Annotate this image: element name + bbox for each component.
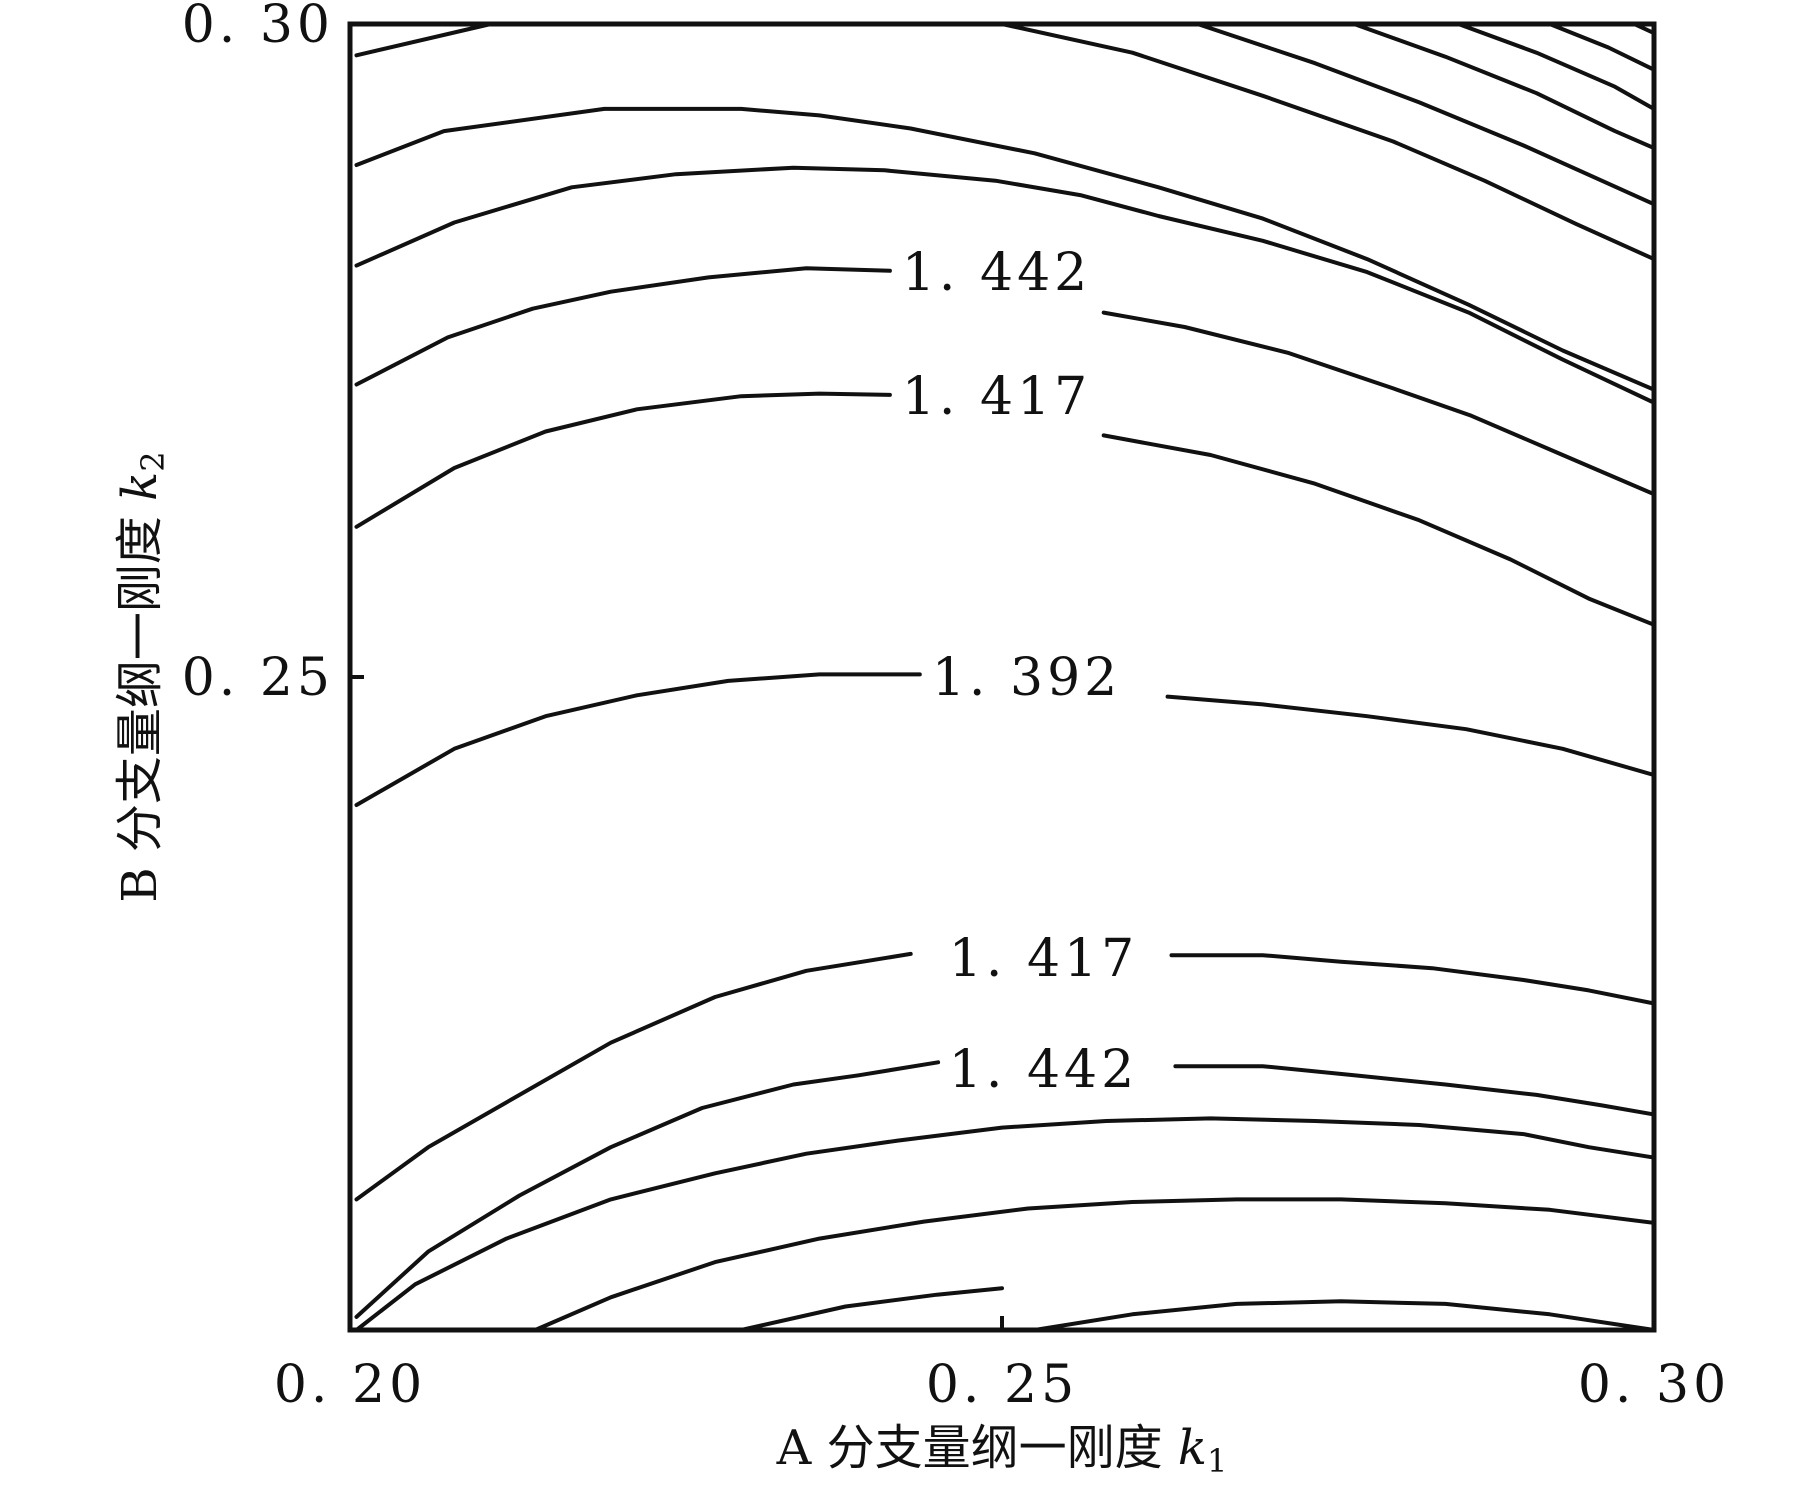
contour-line — [1195, 22, 1656, 207]
x-axis-label-var: k — [1178, 1420, 1207, 1476]
contour-line — [354, 391, 892, 529]
contour-line — [354, 672, 922, 807]
contour-line — [354, 1060, 941, 1319]
contour-label: 1. 442 — [902, 243, 1091, 303]
contour-line — [354, 106, 1656, 392]
contour-lines — [354, 22, 1656, 1332]
contour-line — [354, 951, 913, 1202]
contour-line — [354, 1116, 1656, 1332]
contour-line — [1032, 1299, 1656, 1332]
contour-label: 1. 442 — [949, 1040, 1138, 1100]
y-axis-label: B 分支量纲一刚度 k2 — [112, 451, 172, 902]
contour-line — [1101, 433, 1656, 627]
contour-line — [1173, 1064, 1656, 1117]
x-tick-label: 0. 20 — [274, 1355, 426, 1415]
contour-line — [1000, 22, 1656, 262]
x-axis-label-prefix: A 分支量纲一刚度 — [776, 1420, 1178, 1476]
y-axis-label-prefix: B 分支量纲一刚度 — [112, 501, 168, 903]
contour-line — [354, 165, 1656, 405]
contour-line — [1547, 22, 1656, 72]
contour-line — [739, 1286, 1004, 1332]
contour-labels: 1. 442 1. 417 1. 392 1. 417 1. 442 — [902, 243, 1138, 1100]
axis-ticks: 0. 20 0. 25 0. 30 0. 25 0. 30 — [182, 0, 1730, 1415]
contour-line — [1169, 953, 1656, 1006]
contour-line — [1165, 694, 1656, 777]
x-tick-label: 0. 25 — [926, 1355, 1078, 1415]
contour-label: 1. 417 — [949, 929, 1138, 989]
contour-line — [1352, 22, 1656, 151]
y-axis-label-var: k — [112, 472, 168, 501]
contour-line — [354, 266, 892, 387]
contour-label: 1. 417 — [902, 367, 1091, 427]
x-axis-label: A 分支量纲一刚度 k1 — [776, 1420, 1228, 1480]
y-tick-label: 0. 25 — [182, 648, 334, 708]
y-axis-label-sub: 2 — [134, 451, 172, 471]
x-tick-label: 0. 30 — [1578, 1355, 1730, 1415]
contour-line — [1101, 310, 1656, 497]
contour-line — [533, 1197, 1656, 1332]
contour-line — [1456, 22, 1656, 111]
y-tick-label: 0. 30 — [182, 0, 334, 55]
contour-line — [354, 22, 493, 58]
contour-label: 1. 392 — [932, 648, 1121, 708]
x-axis-label-sub: 1 — [1207, 1442, 1227, 1480]
